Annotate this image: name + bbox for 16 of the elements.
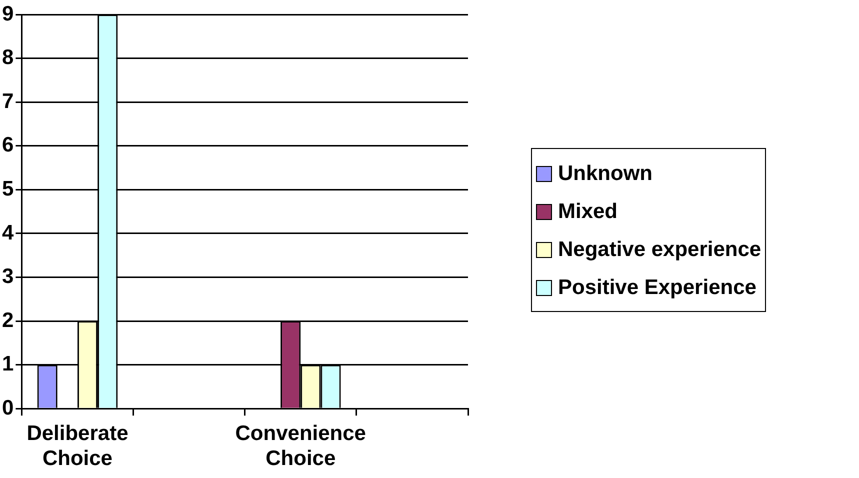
y-tick-label: 8 — [2, 46, 14, 70]
y-tick-label: 1 — [2, 352, 14, 376]
y-tick-label: 0 — [2, 396, 14, 420]
legend-label: Positive Experience — [558, 276, 756, 300]
legend-label: Unknown — [558, 162, 652, 186]
y-tick-label: 2 — [2, 308, 14, 332]
y-tick-label: 4 — [2, 221, 14, 244]
legend-label: Negative experience — [558, 238, 762, 262]
x-tick-label: Deliberate Choice — [26, 422, 128, 470]
legend-label: Mixed — [558, 200, 618, 224]
y-tick-label: 9 — [2, 2, 14, 26]
x-tick-label: Convenience Choice — [235, 422, 366, 470]
y-tick-label: 7 — [2, 90, 14, 113]
y-tick-label: 3 — [2, 265, 14, 288]
y-tick-label: 5 — [2, 178, 14, 201]
y-tick-label: 6 — [2, 134, 14, 157]
